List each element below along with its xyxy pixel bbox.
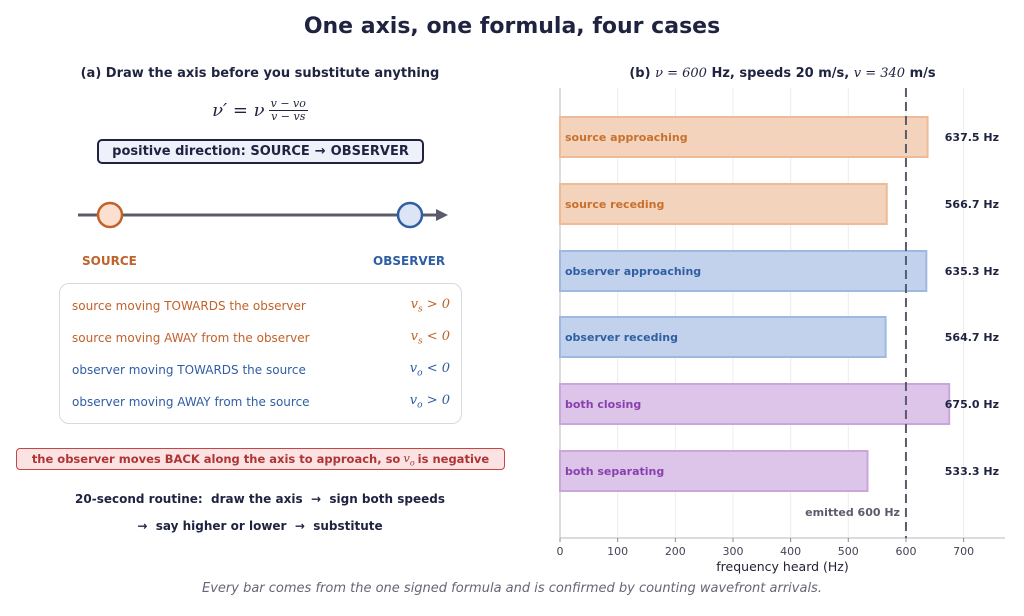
rule-condition: vs < 0 — [410, 329, 450, 347]
direction-arrow-icon: → — [314, 144, 326, 159]
rule-row: observer moving TOWARDS the source vo < … — [72, 360, 450, 380]
bar-value-label: 533.3 Hz — [945, 465, 999, 478]
rule-text: observer moving AWAY from the source — [72, 395, 310, 409]
rule-text: source moving TOWARDS the observer — [72, 299, 306, 313]
bar-category-label: both closing — [565, 398, 641, 411]
formula-denominator: v − vs — [271, 109, 306, 123]
x-tick-label: 0 — [557, 545, 564, 558]
positive-direction-box: positive direction: SOURCE → OBSERVER — [97, 139, 424, 164]
bar-category-label: observer approaching — [565, 265, 701, 278]
formula-numerator: v − vo — [268, 97, 308, 111]
bar-category-label: source receding — [565, 198, 664, 211]
warning-symbol: vo — [403, 450, 415, 468]
rule-row: source moving TOWARDS the observer vs > … — [72, 296, 450, 316]
panel-a-title: (a) Draw the axis before you substitute … — [80, 66, 440, 81]
source-label: SOURCE — [82, 254, 137, 268]
emitted-frequency-label: emitted 600 Hz — [805, 506, 900, 519]
x-tick-label: 500 — [838, 545, 859, 558]
routine-line-2: → say higher or lower → substitute — [137, 519, 383, 533]
bar-value-label: 566.7 Hz — [945, 198, 999, 211]
source-marker — [96, 201, 124, 229]
formula-lhs: ν′ = ν — [212, 99, 265, 121]
warning-text: the observer moves BACK along the axis t… — [31, 452, 401, 466]
x-tick-label: 700 — [953, 545, 974, 558]
bar-category-label: source approaching — [565, 131, 688, 144]
doppler-formula: ν′ = ν v − vo v − vs — [160, 98, 360, 122]
direction-suffix: OBSERVER — [330, 144, 409, 159]
sign-rules-box: source moving TOWARDS the observer vs > … — [59, 283, 462, 424]
bar — [559, 450, 869, 492]
bar-value-label: 675.0 Hz — [945, 398, 999, 411]
rule-text: source moving AWAY from the observer — [72, 331, 310, 345]
bar — [559, 316, 887, 358]
rule-condition: vo < 0 — [409, 361, 450, 379]
observer-marker — [396, 201, 424, 229]
rule-row: source moving AWAY from the observer vs … — [72, 328, 450, 348]
x-tick-label: 300 — [722, 545, 743, 558]
observer-sign-warning: the observer moves BACK along the axis t… — [16, 448, 505, 470]
bar-value-label: 564.7 Hz — [945, 331, 999, 344]
bar — [559, 383, 951, 425]
x-tick-label: 400 — [780, 545, 801, 558]
warning-tail: is negative — [417, 452, 490, 466]
main-title: One axis, one formula, four cases — [303, 14, 721, 39]
bar — [559, 183, 888, 225]
formula-fraction: v − vo v − vs — [268, 97, 308, 123]
rule-row: observer moving AWAY from the source vo … — [72, 392, 450, 412]
axis-arrowhead-icon — [436, 209, 448, 221]
bar-value-label: 635.3 Hz — [945, 265, 999, 278]
bar-category-label: observer receding — [565, 331, 678, 344]
bar — [559, 116, 929, 158]
rule-condition: vs > 0 — [410, 297, 450, 315]
x-tick-label: 200 — [665, 545, 686, 558]
footer-caption: Every bar comes from the one signed form… — [202, 581, 822, 596]
x-tick-label: 100 — [607, 545, 628, 558]
rule-condition: vo > 0 — [409, 393, 450, 411]
x-tick-label: 600 — [895, 545, 916, 558]
observer-label: OBSERVER — [373, 254, 446, 268]
bar-value-label: 637.5 Hz — [945, 131, 999, 144]
direction-prefix: positive direction: SOURCE — [112, 144, 310, 159]
rule-text: observer moving TOWARDS the source — [72, 363, 306, 377]
panel-b-title: (b) ν = 600 Hz, speeds 20 m/s, v = 340 m… — [629, 66, 936, 81]
x-axis-label: frequency heard (Hz) — [716, 559, 848, 574]
routine-line-1: 20-second routine: draw the axis → sign … — [75, 492, 445, 506]
axis-diagram — [78, 201, 448, 229]
bar — [559, 250, 928, 292]
bar-category-label: both separating — [565, 465, 664, 478]
